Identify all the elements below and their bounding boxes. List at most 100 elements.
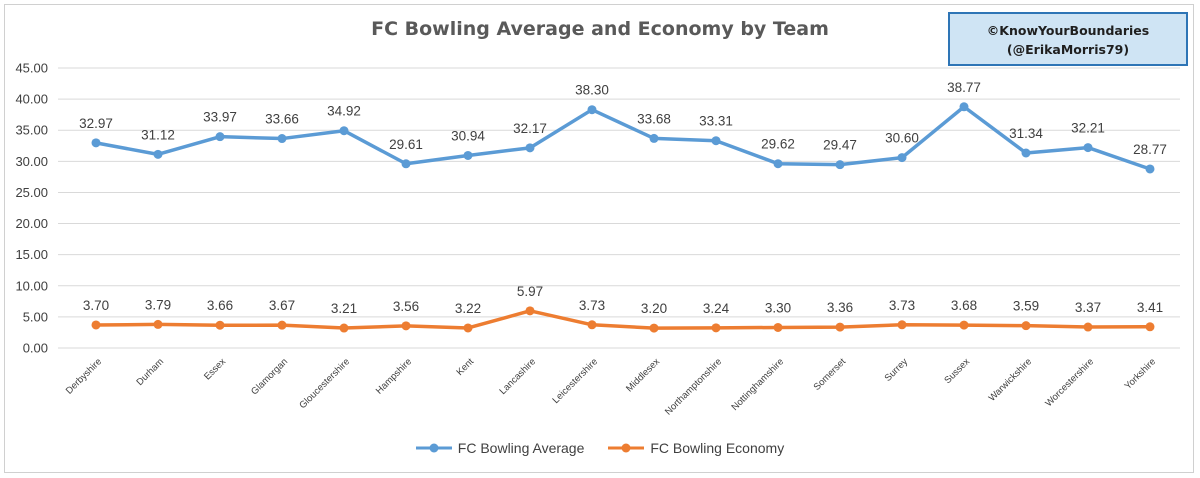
data-label: 3.70 — [83, 298, 109, 313]
watermark-line-1: ©KnowYourBoundaries — [986, 23, 1150, 38]
x-tick-label: Leicestershire — [551, 356, 601, 406]
data-label: 32.17 — [513, 121, 547, 136]
data-point — [773, 322, 783, 332]
legend: FC Bowling Average FC Bowling Economy — [0, 440, 1200, 456]
data-point — [587, 105, 597, 115]
data-label: 30.60 — [885, 131, 919, 146]
y-tick-label: 25.00 — [15, 185, 48, 200]
data-point — [1021, 321, 1031, 331]
x-tick-label: Sussex — [942, 356, 972, 386]
data-point — [587, 320, 597, 330]
data-label: 33.31 — [699, 114, 733, 129]
x-tick-label: Essex — [202, 356, 228, 382]
data-point — [959, 102, 969, 112]
data-point — [463, 150, 473, 160]
data-point — [835, 322, 845, 332]
data-point — [1083, 143, 1093, 153]
y-tick-label: 5.00 — [23, 309, 48, 324]
data-point — [711, 323, 721, 333]
data-label: 31.34 — [1009, 126, 1043, 141]
data-label: 3.73 — [579, 298, 605, 313]
data-point — [277, 320, 287, 330]
chart-title: FC Bowling Average and Economy by Team — [371, 18, 829, 40]
x-tick-label: Gloucestershire — [297, 356, 352, 411]
data-label: 3.79 — [145, 297, 171, 312]
y-tick-label: 0.00 — [23, 341, 48, 356]
data-point — [525, 306, 535, 316]
data-point — [1145, 164, 1155, 174]
data-labels: 32.97 31.12 33.97 33.66 34.92 29.61 30.94 32.17… — [79, 80, 1167, 316]
legend-item-economy[interactable]: FC Bowling Economy — [608, 440, 784, 456]
x-tick-label: Kent — [455, 356, 477, 378]
y-tick-label: 45.00 — [15, 61, 48, 76]
data-point — [215, 132, 225, 142]
watermark-box: ©KnowYourBoundaries (@ErikaMorris79) — [948, 12, 1188, 66]
series-layer — [91, 102, 1155, 333]
x-tick-label: Yorkshire — [1123, 356, 1159, 392]
data-label: 30.94 — [451, 128, 485, 143]
data-label: 3.24 — [703, 301, 730, 316]
y-axis-ticks: 0.00 5.00 10.00 15.00 20.00 25.00 30.00 35.00 40… — [15, 61, 48, 356]
data-label: 3.66 — [207, 298, 233, 313]
data-point — [91, 138, 101, 148]
x-tick-label: Glamorgan — [249, 356, 290, 397]
x-tick-label: Worcestershire — [1043, 356, 1096, 409]
data-point — [959, 320, 969, 330]
y-tick-label: 20.00 — [15, 216, 48, 231]
data-point — [215, 320, 225, 330]
data-point — [153, 149, 163, 159]
legend-label-average: FC Bowling Average — [457, 440, 585, 456]
data-point — [401, 159, 411, 169]
legend-item-average[interactable]: FC Bowling Average — [415, 440, 585, 456]
x-tick-label: Surrey — [883, 356, 911, 384]
data-point — [153, 319, 163, 329]
data-point — [277, 134, 287, 144]
data-label: 3.21 — [331, 301, 357, 316]
data-point — [649, 133, 659, 143]
data-point — [91, 320, 101, 330]
data-label: 3.20 — [641, 301, 667, 316]
x-tick-label: Durham — [134, 356, 166, 388]
data-label: 34.92 — [327, 104, 361, 119]
data-label: 28.77 — [1133, 142, 1167, 157]
chart-frame — [4, 4, 1194, 473]
data-label: 33.68 — [637, 111, 671, 126]
data-label: 33.66 — [265, 112, 299, 127]
data-label: 32.21 — [1071, 121, 1105, 136]
data-label: 3.30 — [765, 300, 791, 315]
data-point — [649, 323, 659, 333]
data-point — [1083, 322, 1093, 332]
legend-swatch-average — [415, 443, 452, 453]
series-line-economy — [95, 309, 1151, 330]
legend-label-economy: FC Bowling Economy — [650, 440, 785, 456]
data-point — [1145, 322, 1155, 332]
data-point — [339, 126, 349, 136]
data-point — [835, 160, 845, 170]
series-line-average — [95, 105, 1151, 171]
data-label: 31.12 — [141, 127, 175, 142]
data-label: 3.37 — [1075, 300, 1101, 315]
data-label: 38.77 — [947, 80, 981, 95]
y-tick-label: 40.00 — [15, 92, 48, 107]
x-axis-ticks: Derbyshire Durham Essex Glamorgan Gloucester… — [64, 356, 1158, 417]
x-tick-label: Lancashire — [497, 356, 538, 397]
data-label: 3.68 — [951, 298, 977, 313]
data-label: 32.97 — [79, 116, 113, 131]
y-tick-label: 30.00 — [15, 154, 48, 169]
data-label: 29.62 — [761, 137, 795, 152]
data-label: 29.61 — [389, 137, 423, 152]
legend-swatch-economy — [608, 443, 645, 453]
data-label: 5.97 — [517, 284, 543, 299]
data-label: 3.73 — [889, 298, 915, 313]
watermark-line-2: (@ErikaMorris79) — [1006, 42, 1130, 57]
gridlines — [58, 67, 1180, 349]
x-tick-label: Middlesex — [624, 356, 662, 394]
data-point — [525, 143, 535, 153]
data-label: 3.59 — [1013, 299, 1039, 314]
data-label: 3.67 — [269, 298, 295, 313]
x-tick-label: Warwickshire — [987, 356, 1034, 403]
data-label: 33.97 — [203, 110, 237, 125]
x-tick-label: Somerset — [812, 356, 849, 393]
y-tick-label: 10.00 — [15, 278, 48, 293]
data-label: 3.41 — [1137, 300, 1163, 315]
